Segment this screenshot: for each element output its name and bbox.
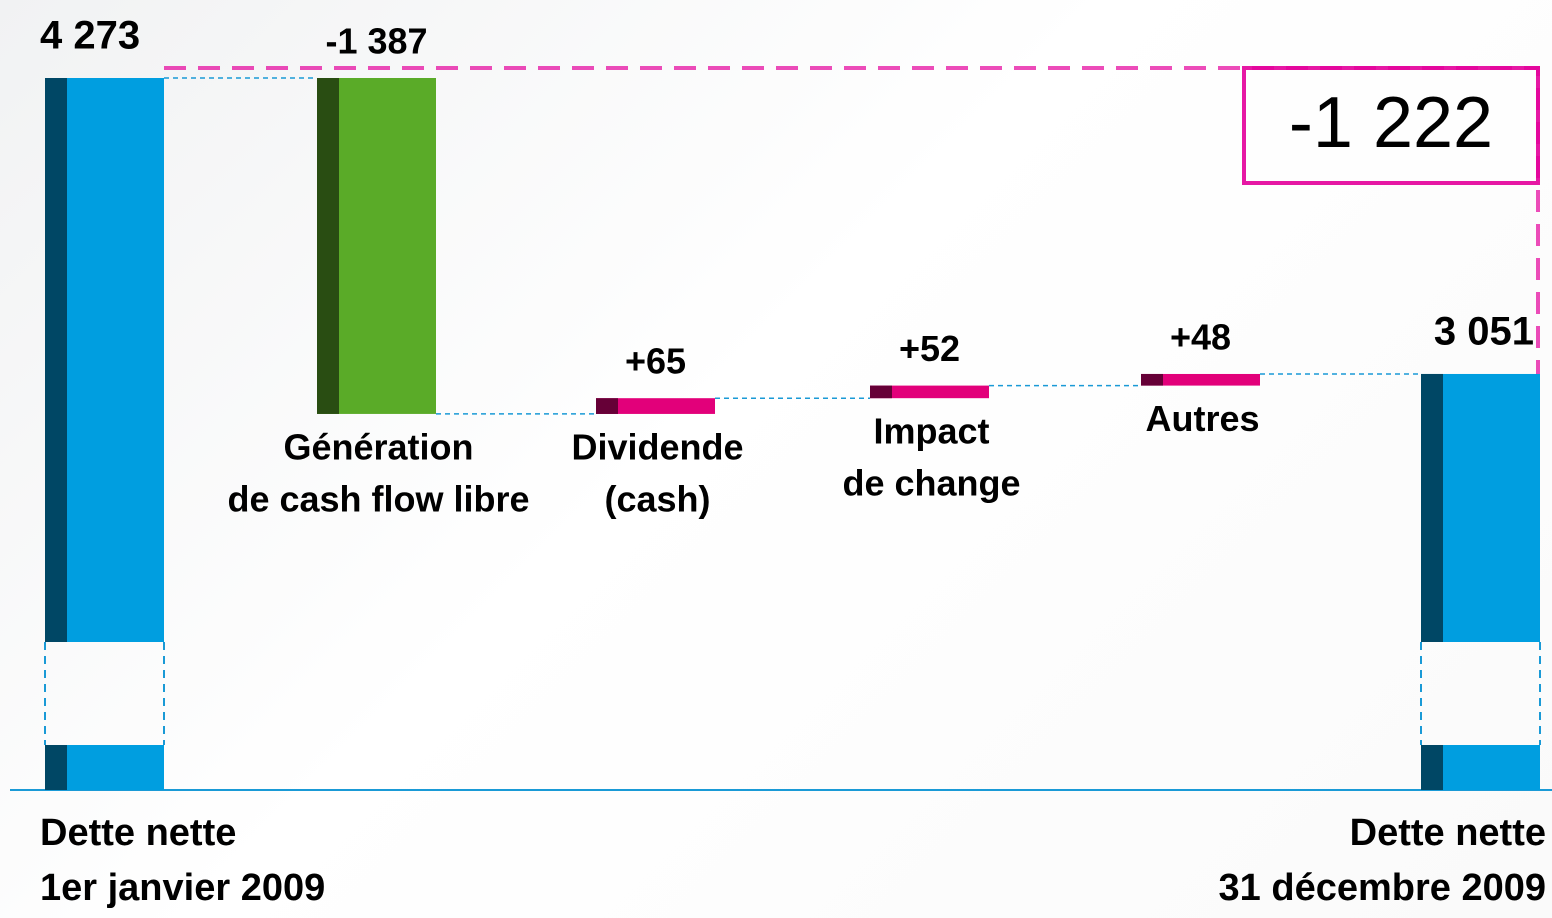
value-label: 3 051: [1434, 310, 1534, 354]
category-label: Impact: [873, 411, 989, 452]
category-label: 1er janvier 2009: [40, 867, 325, 909]
category-label: Génération: [283, 426, 473, 467]
value-label: +48: [1170, 316, 1231, 357]
bar-shade: [870, 385, 892, 399]
delta-bar: [596, 398, 715, 414]
bar: [596, 398, 715, 414]
bar-shade: [1421, 745, 1443, 790]
category-label: 31 décembre 2009: [1219, 867, 1546, 909]
bar-shade: [317, 78, 339, 414]
category-label: de change: [842, 463, 1020, 504]
bar: [1141, 373, 1260, 386]
bar-shade: [1421, 373, 1443, 642]
bar-shade: [45, 745, 67, 790]
axis-break: [1420, 642, 1541, 745]
value-label: -1 387: [325, 21, 427, 62]
change-label: -1 222: [1289, 83, 1493, 163]
delta-bar: [317, 78, 436, 414]
value-label: 4 273: [40, 14, 140, 58]
bar-shade: [45, 78, 67, 642]
delta-bar: [1141, 373, 1260, 386]
category-label: (cash): [604, 478, 710, 519]
change-box: [1242, 66, 1540, 185]
category-label: Dette nette: [40, 812, 236, 854]
bar: [870, 385, 989, 399]
total-bar: [1421, 373, 1540, 790]
bar-shade: [1141, 373, 1163, 386]
value-label: +52: [899, 328, 960, 369]
category-label: Autres: [1145, 398, 1259, 439]
value-label: +65: [625, 341, 686, 382]
delta-bar: [870, 385, 989, 399]
category-label: Dette nette: [1350, 812, 1546, 854]
axis-break: [44, 642, 165, 745]
category-label: de cash flow libre: [227, 478, 529, 519]
total-bar: [45, 78, 164, 790]
category-label: Dividende: [571, 426, 743, 467]
bar-shade: [596, 398, 618, 414]
